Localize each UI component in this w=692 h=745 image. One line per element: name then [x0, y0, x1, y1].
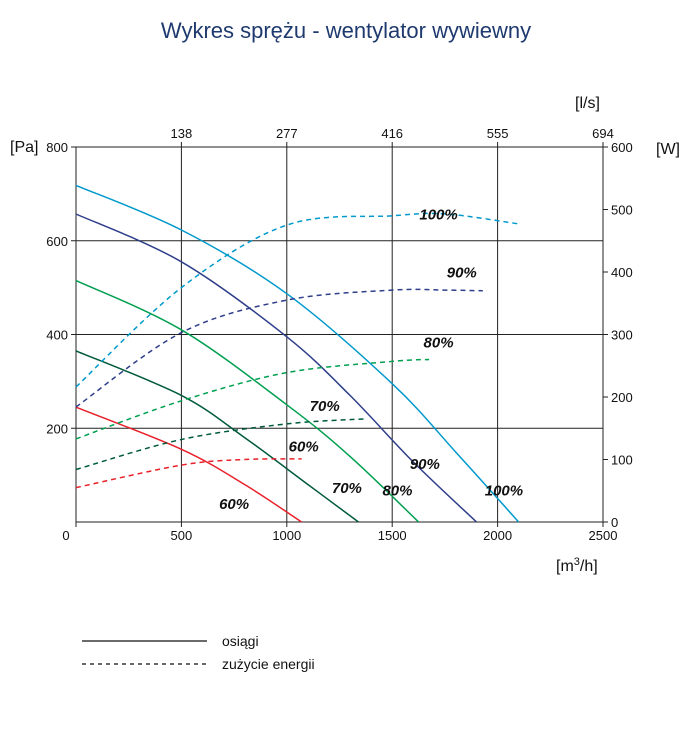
series-lines [75, 184, 520, 523]
y2-tick-label: 400 [611, 265, 633, 280]
series-label: 60% [289, 439, 319, 456]
series-label: 70% [310, 398, 340, 415]
grid [75, 146, 604, 523]
performance-line-90 [75, 213, 478, 523]
performance-line-70 [75, 350, 359, 523]
x2-tick-label: 416 [381, 126, 403, 141]
x2-tick-label: 277 [276, 126, 298, 141]
x2-tick-label: 138 [171, 126, 193, 141]
series-label: 100% [485, 482, 523, 499]
legend: osiągi zużycie energii [82, 633, 315, 672]
y-tick-label: 400 [46, 328, 68, 343]
y-tick-label: 200 [46, 421, 68, 436]
y2-tick-label: 100 [611, 453, 633, 468]
x-tick-label: 1000 [272, 528, 301, 543]
series-label: 80% [424, 335, 454, 352]
series-label: 70% [332, 480, 362, 497]
y-axis-unit: [Pa] [10, 139, 38, 156]
y2-tick-label: 200 [611, 390, 633, 405]
performance-line-60 [75, 406, 303, 523]
x-tick-label: 2500 [589, 528, 618, 543]
y-tick-label: 800 [46, 140, 68, 155]
x2-tick-label: 694 [592, 126, 614, 141]
legend-label: zużycie energii [222, 656, 315, 672]
series-labels: 100% 90% 80% 70% 60% 90% 100% 80% 70% 60% [219, 207, 523, 513]
x-axis-unit: [m3/h] [556, 556, 598, 575]
performance-line-80 [75, 279, 420, 523]
y-tick-label: 600 [46, 234, 68, 249]
y2-tick-label: 500 [611, 203, 633, 218]
y2-tick-label: 0 [611, 515, 618, 530]
x-tick-label: 500 [171, 528, 193, 543]
energy-line-60 [75, 458, 302, 489]
performance-line-100 [75, 184, 520, 523]
x-tick-label: 0 [62, 528, 69, 543]
energy-line-100 [75, 212, 519, 388]
x2-axis-unit: [l/s] [575, 95, 600, 112]
chart-title: Wykres sprężu - wentylator wywiewny [160, 18, 532, 43]
x-tick-label: 1500 [378, 528, 407, 543]
y2-axis-unit: [W] [656, 141, 680, 158]
energy-line-90 [75, 288, 483, 408]
energy-line-80 [75, 358, 430, 440]
x2-tick-label: 555 [487, 126, 509, 141]
x-tick-label: 2000 [483, 528, 512, 543]
series-label: 60% [219, 496, 249, 513]
series-label: 90% [447, 264, 477, 281]
y2-tick-label: 300 [611, 328, 633, 343]
y2-tick-label: 600 [611, 140, 633, 155]
energy-line-70 [75, 418, 366, 471]
series-label: 100% [419, 207, 457, 224]
series-label: 90% [410, 456, 440, 473]
series-label: 80% [382, 482, 412, 499]
legend-label: osiągi [222, 633, 259, 649]
